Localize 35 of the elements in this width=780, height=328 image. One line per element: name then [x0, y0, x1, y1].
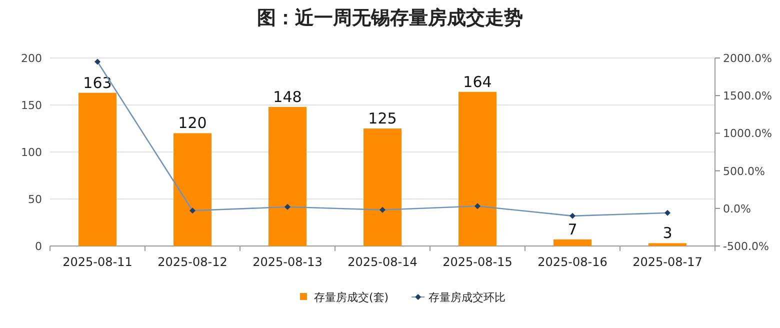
x-tick-label: 2025-08-13 [252, 255, 322, 269]
y2-tick-label: 500.0% [723, 164, 765, 178]
bar [78, 92, 116, 246]
bar [174, 133, 212, 246]
y-tick-label: 150 [21, 99, 42, 112]
x-tick-label: 2025-08-12 [158, 255, 228, 269]
x-tick-label: 2025-08-16 [538, 255, 608, 269]
y2-tick-label: -500.0% [723, 240, 769, 253]
data-label: 125 [368, 110, 397, 128]
data-label: 164 [463, 72, 492, 91]
bar [364, 128, 402, 246]
y2-tick-label: 0.0% [723, 202, 751, 216]
x-tick-label: 2025-08-17 [632, 255, 702, 269]
legend-label: 存量房成交(套) [314, 291, 389, 304]
chart-title: 图：近一周无锡存量房成交走势 [257, 7, 523, 29]
y2-tick-label: 1500.0% [723, 90, 772, 103]
x-tick-label: 2025-08-15 [442, 255, 512, 269]
y-tick-label: 200 [21, 52, 42, 65]
y-tick-label: 100 [21, 146, 42, 159]
x-tick-label: 2025-08-11 [62, 255, 132, 269]
bar [268, 106, 306, 246]
x-tick-label: 2025-08-14 [348, 255, 418, 269]
data-label: 148 [273, 88, 302, 106]
data-label: 120 [178, 114, 207, 132]
y2-tick-label: 1000.0% [723, 127, 772, 140]
bar [554, 239, 592, 246]
data-label: 7 [568, 220, 578, 238]
y2-tick-label: 2000.0% [723, 52, 772, 65]
bar [458, 92, 496, 246]
data-label: 163 [83, 74, 112, 92]
legend-label: 存量房成交环比 [428, 291, 506, 304]
data-label: 3 [662, 224, 672, 242]
y-tick-label: 0 [35, 240, 42, 253]
bar [648, 243, 686, 246]
y-tick-label: 50 [28, 193, 42, 206]
